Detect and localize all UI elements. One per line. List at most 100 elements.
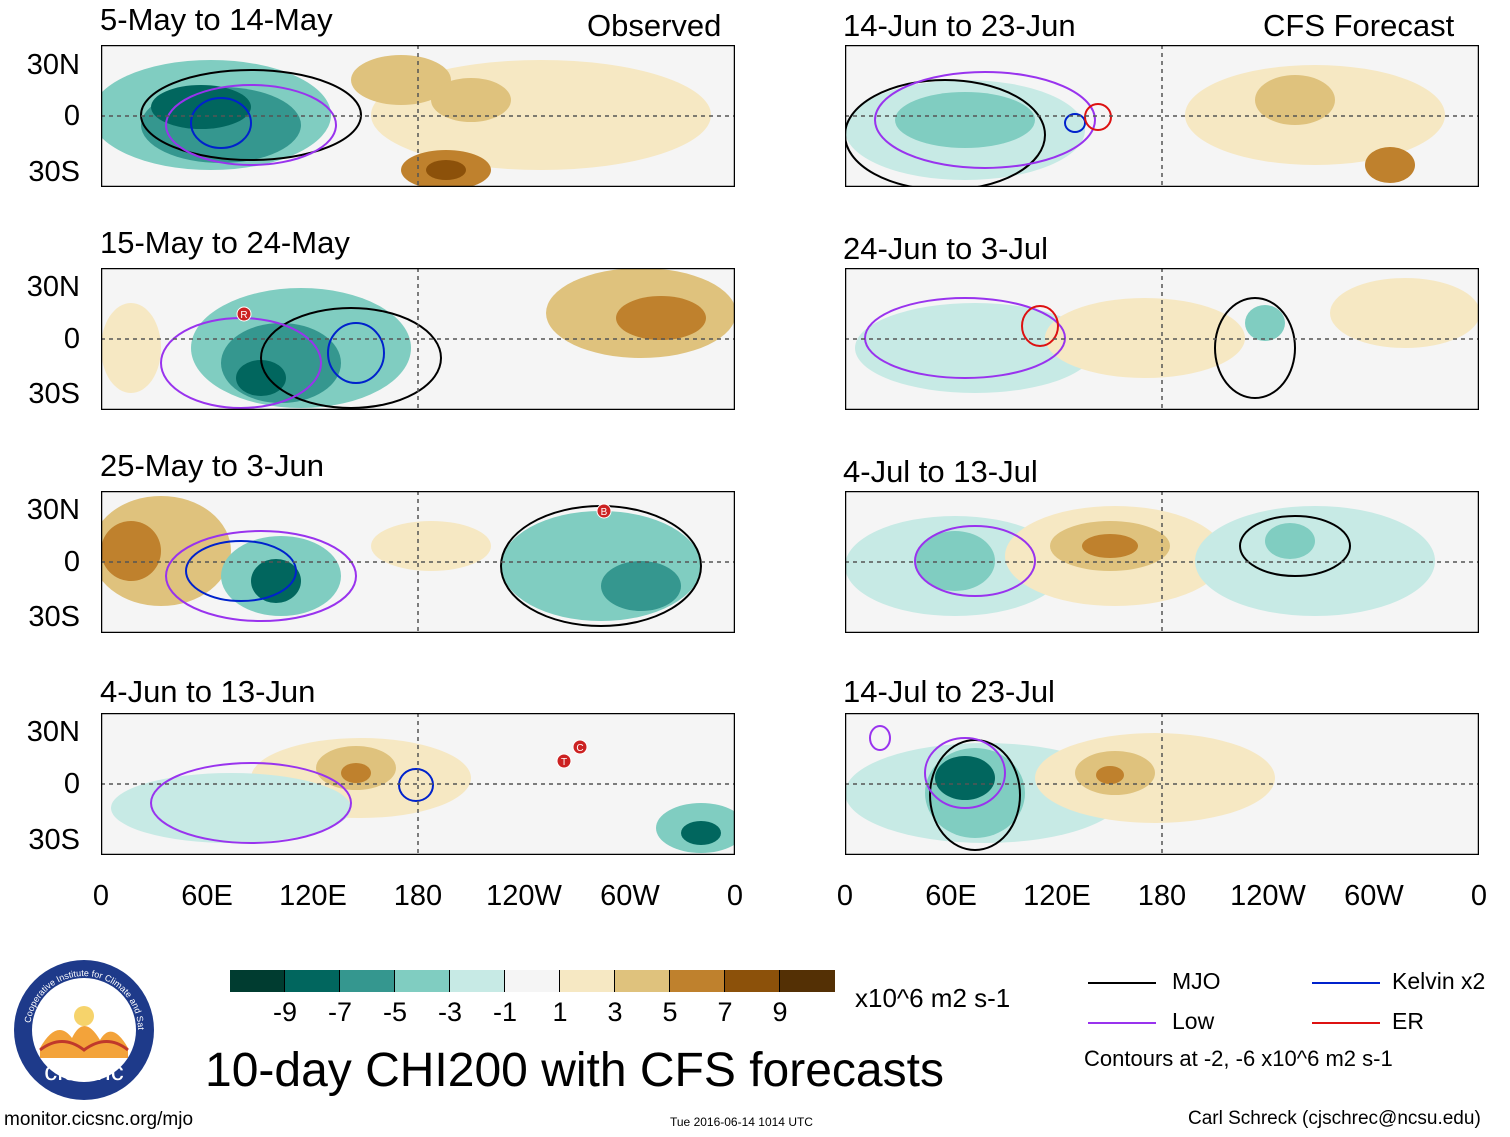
xtick-left-120w: 120W xyxy=(486,880,562,912)
storm-marker-r-label: R xyxy=(240,310,247,321)
main-title: 10-day CHI200 with CFS forecasts xyxy=(205,1044,944,1097)
cbar-label-neg9: -9 xyxy=(272,997,297,1027)
xtick-left-60e: 60E xyxy=(181,880,233,912)
kelvin-contour xyxy=(398,768,434,802)
legend-label-mjo: MJO xyxy=(1172,968,1221,994)
mjo-contour xyxy=(260,307,442,409)
footer-author: Carl Schreck (cjschrec@ncsu.edu) xyxy=(1188,1108,1481,1129)
ytick-30s-1: 30S xyxy=(28,156,80,188)
colorbar-cell xyxy=(615,970,670,992)
ytick-30n-3: 30N xyxy=(26,494,80,526)
cbar-label-neg5: -5 xyxy=(382,997,407,1027)
ytick-0-3: 0 xyxy=(63,546,80,578)
colorbar-cell xyxy=(560,970,615,992)
chi-positive-region xyxy=(1045,298,1245,378)
panel-title-forecast-4: 14-Jul to 23-Jul xyxy=(843,674,1055,709)
map-panel-forecast-1 xyxy=(845,45,1479,187)
legend-line-low xyxy=(1088,1022,1156,1024)
panel-title-observed-4: 4-Jun to 13-Jun xyxy=(100,674,316,709)
map-plot-observed-1 xyxy=(101,45,735,187)
map-panel-observed-1 xyxy=(101,45,735,187)
map-panel-observed-3: B xyxy=(101,491,735,633)
xtick-left-0: 0 xyxy=(92,880,110,912)
legend-label-low: Low xyxy=(1172,1008,1215,1034)
colorbar-cell xyxy=(780,970,835,992)
map-plot-forecast-3 xyxy=(845,491,1479,633)
panel-title-observed-2: 15-May to 24-May xyxy=(100,225,350,260)
ytick-30n-2: 30N xyxy=(26,271,80,303)
er-contour xyxy=(1084,103,1112,131)
xtick-left-60w: 60W xyxy=(600,880,660,912)
kelvin-contour xyxy=(185,540,297,602)
legend-label-kelvin: Kelvin x2 xyxy=(1392,968,1486,994)
map-panel-forecast-2 xyxy=(845,268,1479,410)
colorbar-cell xyxy=(285,970,340,992)
xtick-right-120w: 120W xyxy=(1230,880,1306,912)
colorbar-cell xyxy=(395,970,450,992)
colorbar-cell xyxy=(230,970,285,992)
ytick-30n-1: 30N xyxy=(26,49,80,81)
storm-marker-r xyxy=(236,306,252,322)
xtick-right-0: 0 xyxy=(836,880,854,912)
map-panel-forecast-4 xyxy=(845,713,1479,855)
map-panel-observed-4: T C xyxy=(101,713,735,855)
cbar-label-1: 1 xyxy=(552,997,568,1027)
ytick-0-2: 0 xyxy=(63,323,80,355)
ytick-30s-2: 30S xyxy=(28,378,80,410)
colorbar-cell xyxy=(505,970,560,992)
storm-marker-t xyxy=(556,753,572,769)
low-contour xyxy=(864,297,1066,379)
ytick-0-4: 0 xyxy=(63,768,80,800)
xtick-left-180: 180 xyxy=(393,880,443,912)
low-contour xyxy=(924,737,1006,809)
ytick-0-1: 0 xyxy=(63,100,80,132)
ytick-30n-4: 30N xyxy=(26,716,80,748)
legend-label-er: ER xyxy=(1392,1008,1424,1034)
low-contour xyxy=(165,84,337,166)
map-panel-observed-2: R xyxy=(101,268,735,410)
mjo-contour xyxy=(140,69,362,161)
map-plot-observed-2: R xyxy=(101,268,735,410)
panel-title-forecast-2: 24-Jun to 3-Jul xyxy=(843,231,1049,266)
xtick-right-0-end: 0 xyxy=(1470,880,1488,912)
map-plot-observed-3: B xyxy=(101,491,735,633)
er-contour xyxy=(1021,305,1059,347)
storm-marker-c-label: C xyxy=(576,743,583,754)
storm-marker-c xyxy=(572,739,588,755)
panel-title-observed-3: 25-May to 3-Jun xyxy=(100,448,324,483)
kelvin-contour xyxy=(1064,113,1086,133)
low-contour xyxy=(150,762,352,844)
colorbar-cell xyxy=(725,970,780,992)
xtick-right-120e: 120E xyxy=(1023,880,1091,912)
chi-positive-region xyxy=(1035,733,1275,823)
cbar-label-neg1: -1 xyxy=(492,997,517,1027)
panel-title-observed-1: 5-May to 14-May xyxy=(100,2,333,37)
colorbar-units: x10^6 m2 s-1 xyxy=(855,983,1011,1013)
legend-line-mjo xyxy=(1088,982,1156,984)
cbar-label-9: 9 xyxy=(772,997,788,1027)
cbar-label-5: 5 xyxy=(662,997,678,1027)
low-contour xyxy=(914,525,1036,597)
cics-logo: cics.nc Cooperative Institute for Climat… xyxy=(9,950,157,1103)
mjo-contour xyxy=(845,79,1046,187)
kelvin-contour xyxy=(190,97,252,149)
storm-marker-t-label: T xyxy=(561,757,567,768)
panel-title-forecast-1: 14-Jun to 23-Jun xyxy=(843,8,1076,43)
ytick-30s-4: 30S xyxy=(28,824,80,856)
mjo-contour xyxy=(1239,515,1351,577)
legend-line-er xyxy=(1312,1022,1380,1024)
forecast-label: CFS Forecast xyxy=(1263,8,1455,43)
storm-marker-b-label: B xyxy=(601,507,608,518)
footer-url[interactable]: monitor.cicsnc.org/mjo xyxy=(4,1109,194,1130)
chi-negative-region xyxy=(111,773,351,843)
xtick-right-60e: 60E xyxy=(925,880,977,912)
map-plot-observed-4: T C xyxy=(101,713,735,855)
xtick-left-120e: 120E xyxy=(279,880,347,912)
cbar-label-3: 3 xyxy=(607,997,623,1027)
cbar-label-7: 7 xyxy=(717,997,733,1027)
low-contour xyxy=(165,530,357,622)
legend-line-kelvin xyxy=(1312,982,1380,984)
xtick-right-60w: 60W xyxy=(1344,880,1404,912)
xtick-left-0-end: 0 xyxy=(726,880,744,912)
logo-text: cics.nc xyxy=(44,1056,123,1086)
